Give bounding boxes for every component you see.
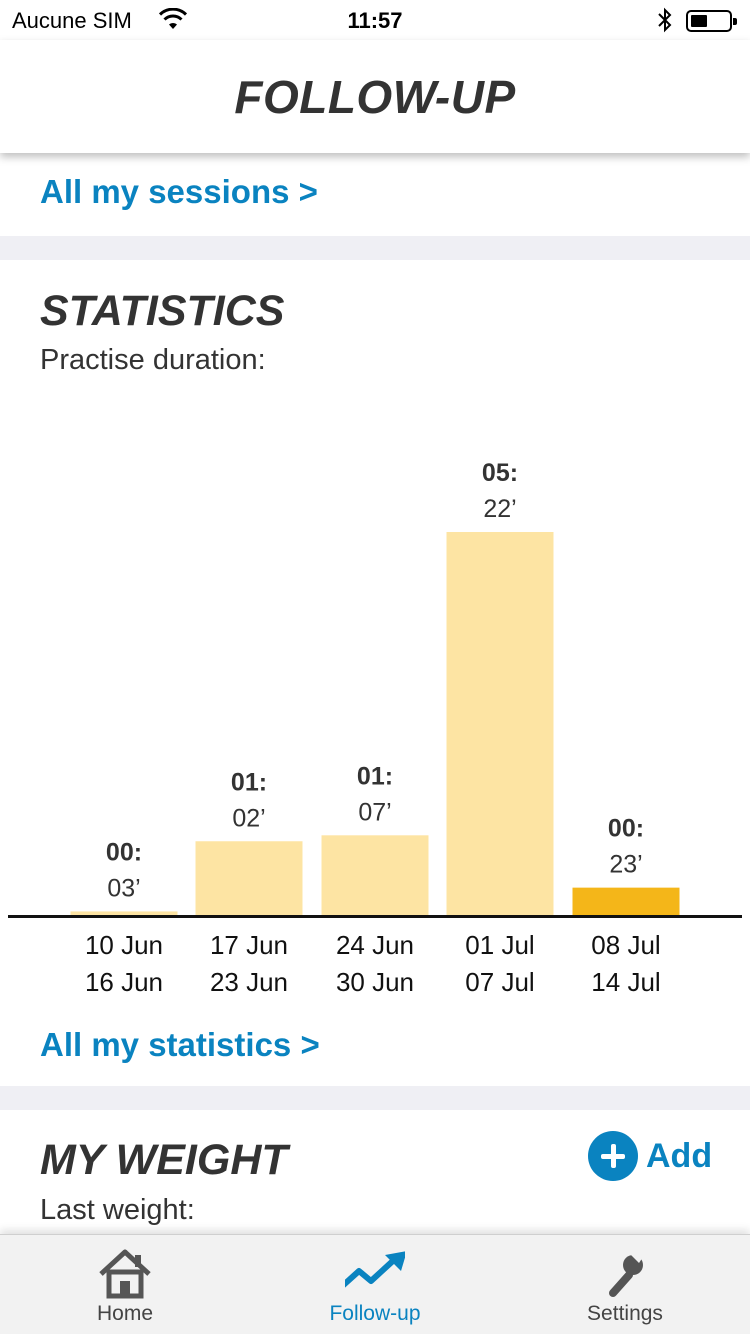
x-tick-label: 01 Jul [465, 930, 534, 960]
bar-value-label: 00: [106, 838, 142, 866]
wifi-icon [158, 8, 188, 29]
x-tick-label: 14 Jul [591, 967, 660, 997]
weight-section: MY WEIGHT Last weight: Add [0, 1110, 750, 1240]
weight-title: MY WEIGHT [40, 1136, 288, 1184]
last-weight-label: Last weight: [40, 1194, 195, 1226]
bar-value-label: 07’ [358, 798, 391, 826]
statistics-section: 00: 03’ 10 Jun 16 Jun 01: 02’ 17 Jun 23 Jun 01: 0… [0, 260, 750, 1086]
bar-value-label: 00: [608, 815, 644, 843]
bluetooth-icon [658, 7, 672, 33]
statistics-title: STATISTICS [40, 287, 285, 335]
x-tick-label: 30 Jun [336, 967, 414, 997]
x-tick-label: 08 Jul [591, 930, 660, 960]
battery-icon [686, 10, 737, 32]
tab-bar: Home Follow-up Settings [0, 1234, 750, 1334]
bar-value-label: 02’ [232, 804, 265, 832]
bar-value-label: 05: [482, 459, 518, 487]
chart-bar [195, 841, 303, 915]
tab-settings-label: Settings [587, 1302, 663, 1325]
chart-bar [70, 911, 178, 915]
chart-bar [446, 532, 554, 915]
bar-value-label: 03’ [107, 874, 140, 902]
chart-bar [321, 835, 429, 915]
chart-bar [572, 887, 680, 915]
page-title: FOLLOW-UP [234, 71, 516, 123]
tab-home[interactable]: Home [0, 1235, 250, 1334]
bar-value-label: 01: [357, 762, 393, 790]
page-header: FOLLOW-UP [0, 40, 750, 153]
home-icon [99, 1249, 151, 1299]
bar-value-label: 01: [231, 768, 267, 796]
x-tick-label: 24 Jun [336, 930, 414, 960]
tab-follow-up[interactable]: Follow-up [250, 1235, 500, 1334]
statistics-subtitle: Practise duration: [40, 344, 266, 376]
add-weight-label: Add [646, 1136, 713, 1175]
all-sessions-link[interactable]: All my sessions > [40, 173, 318, 210]
clock: 11:57 [347, 8, 403, 33]
add-weight-button[interactable]: Add [588, 1130, 712, 1182]
bar-value-label: 22’ [483, 495, 516, 523]
status-bar: Aucune SIM 11:57 [0, 0, 750, 40]
x-tick-label: 23 Jun [210, 967, 288, 997]
x-tick-label: 16 Jun [85, 967, 163, 997]
sessions-section: All my sessions > [0, 153, 750, 236]
trend-up-icon [345, 1251, 405, 1288]
x-tick-label: 10 Jun [85, 930, 163, 960]
wrench-icon [609, 1251, 643, 1297]
bar-value-label: 23’ [609, 851, 642, 879]
x-tick-label: 07 Jul [465, 967, 534, 997]
carrier-label: Aucune SIM [12, 8, 132, 33]
x-tick-label: 17 Jun [210, 930, 288, 960]
tab-follow-up-label: Follow-up [329, 1302, 421, 1325]
practise-duration-chart: 00: 03’ 10 Jun 16 Jun 01: 02’ 17 Jun 23 Jun 01: 0… [8, 459, 742, 997]
tab-settings[interactable]: Settings [500, 1235, 750, 1334]
chart-baseline [8, 915, 742, 918]
tab-home-label: Home [96, 1302, 154, 1325]
all-statistics-link[interactable]: All my statistics > [40, 1026, 320, 1063]
plus-circle-icon [588, 1131, 638, 1181]
